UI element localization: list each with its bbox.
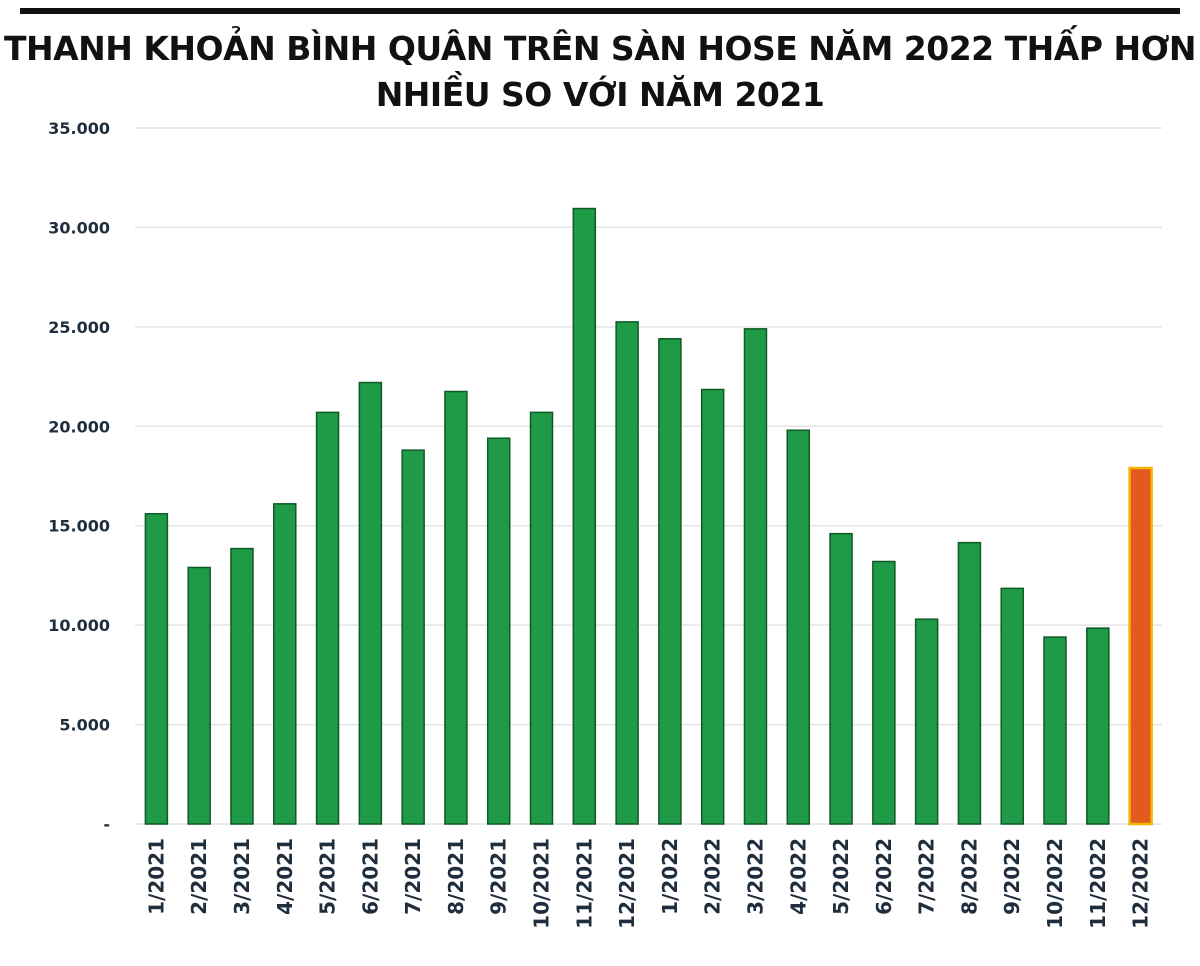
x-tick-label: 4/2021 — [273, 838, 297, 915]
bar-6-2022 — [872, 560, 896, 825]
y-tick-label: 35.000 — [48, 119, 110, 138]
x-tick-label: 1/2021 — [144, 838, 168, 915]
x-tick-label: 10/2022 — [1043, 838, 1067, 929]
x-tick-label: 3/2021 — [230, 838, 254, 915]
x-tick-label: 7/2021 — [401, 838, 425, 915]
x-tick-label: 7/2022 — [915, 838, 939, 915]
y-tick-label: 5.000 — [59, 716, 110, 735]
bar-6-2021 — [358, 381, 383, 825]
x-tick-label: 12/2021 — [615, 838, 639, 929]
bar-1-2021 — [144, 513, 169, 825]
x-tick-label: 9/2021 — [487, 838, 511, 915]
x-tick-label: 6/2022 — [872, 838, 896, 915]
x-tick-label: 9/2022 — [1000, 838, 1024, 915]
bar-1-2022 — [658, 338, 682, 825]
bar-3-2021 — [230, 547, 254, 825]
x-tick-label: 3/2022 — [743, 838, 767, 915]
bar-9-2022 — [1000, 587, 1024, 825]
y-tick-label: 15.000 — [48, 517, 110, 536]
bar-9-2021 — [486, 437, 511, 825]
bar-2-2022 — [700, 388, 725, 825]
x-tick-label: 11/2022 — [1086, 838, 1110, 929]
top-rule — [20, 8, 1180, 14]
x-tick-label: 10/2021 — [530, 838, 554, 929]
x-tick-label: 6/2021 — [358, 838, 382, 915]
x-tick-label: 4/2022 — [786, 838, 810, 915]
y-tick-label: 30.000 — [48, 218, 110, 237]
bar-8-2022 — [957, 541, 982, 825]
x-tick-label: 5/2021 — [316, 838, 340, 915]
y-tick-label: - — [103, 815, 110, 834]
bar-5-2021 — [315, 411, 340, 825]
bar-12-2021 — [615, 321, 639, 825]
bar-10-2022 — [1043, 636, 1067, 825]
x-tick-label: 1/2022 — [658, 838, 682, 915]
bars — [144, 207, 1153, 826]
x-tick-label: 8/2021 — [444, 838, 468, 915]
x-axis-ticks: 1/2021 2/2021 3/2021 4/2021 5/2021 6/2021 7/20… — [144, 838, 1152, 929]
y-tick-label: 10.000 — [48, 616, 110, 635]
bar-7-2021 — [401, 449, 425, 825]
x-tick-label: 12/2022 — [1129, 838, 1153, 929]
chart-title-line-2: NHIỀU SO VỚI NĂM 2021 — [375, 75, 825, 114]
bar-5-2022 — [829, 532, 853, 825]
bar-11-2022 — [1086, 627, 1110, 825]
bar-4-2021 — [273, 503, 297, 825]
bar-7-2022 — [914, 618, 939, 825]
x-tick-label: 8/2022 — [957, 838, 981, 915]
bar-4-2022 — [786, 429, 811, 825]
bar-8-2021 — [444, 390, 468, 825]
x-tick-label: 2/2022 — [701, 838, 725, 915]
chart-title-line-1: THANH KHOẢN BÌNH QUÂN TRÊN SÀN HOSE NĂM … — [3, 29, 1197, 68]
y-axis-ticks: - 5.000 10.000 15.000 20.000 25.000 30.000 35.0… — [48, 119, 110, 834]
x-tick-label: 5/2022 — [829, 838, 853, 915]
y-tick-label: 20.000 — [48, 417, 110, 436]
y-tick-label: 25.000 — [48, 318, 110, 337]
grid-lines — [135, 127, 1162, 825]
x-tick-label: 2/2021 — [187, 838, 211, 915]
bar-3-2022 — [743, 328, 768, 825]
bar-11-2021 — [572, 207, 597, 825]
bar-12-2022 — [1128, 466, 1153, 826]
bar-10-2021 — [529, 411, 554, 825]
x-tick-label: 11/2021 — [572, 838, 596, 929]
bar-2-2021 — [187, 566, 211, 825]
chart-title: THANH KHOẢN BÌNH QUÂN TRÊN SÀN HOSE NĂM … — [0, 26, 1200, 118]
